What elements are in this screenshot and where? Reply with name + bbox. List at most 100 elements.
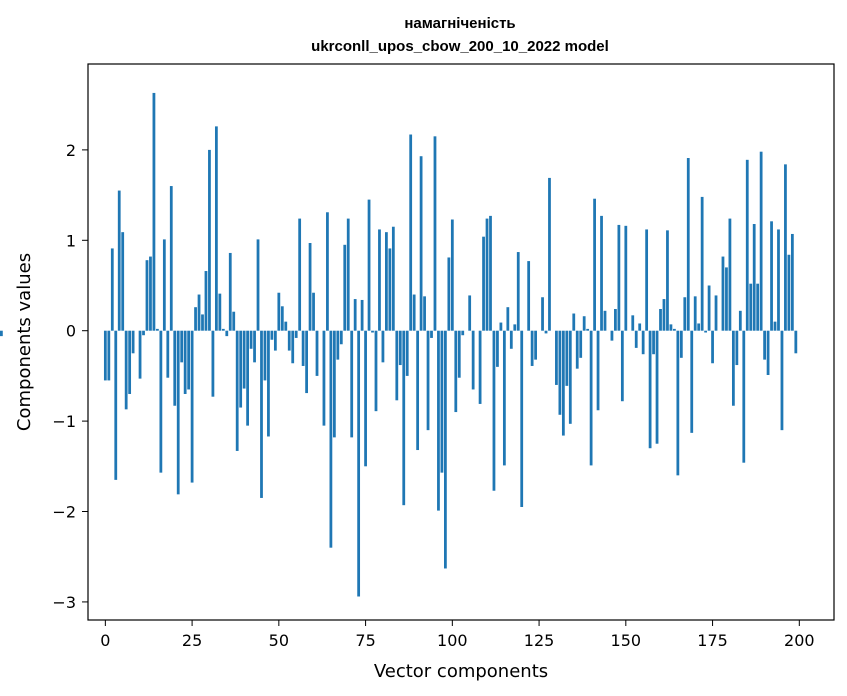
bar [652, 330, 655, 355]
bar [666, 230, 669, 331]
bar [149, 256, 152, 331]
bar [530, 330, 534, 366]
bar [187, 330, 191, 390]
bar [332, 330, 336, 438]
bar [156, 328, 159, 331]
bar [728, 218, 732, 331]
bar [447, 257, 451, 331]
bar [520, 330, 524, 507]
bar [589, 330, 593, 466]
bar [704, 330, 708, 333]
bar [201, 314, 204, 331]
y-tick-label: 0 [66, 322, 76, 341]
bar [360, 299, 364, 331]
bar [700, 196, 704, 331]
bar [256, 239, 260, 331]
bar [329, 330, 333, 548]
bar [756, 283, 760, 331]
bar [204, 271, 208, 331]
bar [267, 330, 270, 437]
x-tick-label: 50 [269, 631, 289, 650]
bar [499, 322, 503, 331]
bar [270, 330, 274, 340]
bar [544, 330, 548, 334]
bar [176, 330, 180, 495]
bar [555, 330, 558, 385]
bar [759, 151, 763, 331]
bar [180, 330, 184, 363]
bar [711, 330, 714, 364]
bar [214, 126, 218, 331]
x-tick-label: 125 [524, 631, 555, 650]
bar [110, 248, 114, 331]
bar [496, 330, 499, 367]
y-tick-label: −2 [52, 503, 76, 522]
bar [433, 136, 437, 331]
bar [183, 330, 187, 394]
y-axis-ticks: −3 −2 −1 0 1 2 [52, 141, 88, 612]
chart-title: намагніченість [404, 15, 515, 32]
bar [624, 225, 628, 331]
bar [641, 330, 645, 355]
bar [152, 92, 156, 331]
bar [516, 252, 520, 331]
bar [294, 330, 298, 338]
bar [395, 330, 399, 401]
bar [766, 330, 770, 375]
bar [593, 198, 596, 331]
bar [402, 330, 406, 506]
bar [211, 330, 215, 397]
bar [471, 330, 475, 390]
x-tick-label: 100 [437, 631, 468, 650]
bar [242, 330, 246, 389]
bar [426, 330, 430, 431]
bar [162, 239, 166, 331]
bar [690, 330, 694, 433]
bar [280, 306, 284, 331]
bar [339, 330, 343, 345]
bar [114, 330, 118, 480]
bar [763, 330, 766, 360]
bar [249, 330, 253, 349]
chart-subtitle: ukrconll_upos_cbow_200_10_2022 model [311, 38, 609, 55]
bar [194, 307, 197, 331]
bar [260, 330, 263, 498]
bar [232, 311, 236, 331]
bar [683, 297, 687, 331]
y-axis-label: Components values [14, 253, 35, 431]
bar [346, 218, 350, 331]
bar [725, 267, 728, 331]
bar [770, 221, 773, 331]
bar [430, 330, 433, 338]
bar [582, 316, 586, 331]
y-tick-label: 2 [66, 141, 76, 160]
bar [440, 330, 444, 473]
bar [548, 177, 551, 331]
bar [326, 212, 329, 331]
bar [575, 330, 579, 369]
bar [138, 330, 142, 379]
bar [197, 294, 201, 331]
bar [745, 159, 749, 331]
y-tick-label: −3 [52, 593, 76, 612]
bar [638, 323, 642, 331]
bars-group [0, 92, 798, 597]
bar [367, 199, 371, 331]
bar [676, 330, 680, 476]
bar [648, 330, 652, 449]
bar [208, 149, 211, 331]
bar [169, 186, 173, 331]
bar [336, 330, 340, 360]
bar [679, 330, 683, 358]
bar [468, 295, 472, 331]
bar [527, 261, 531, 331]
bar [287, 330, 291, 351]
bar [631, 315, 635, 331]
bar [253, 330, 256, 363]
plot-frame [87, 63, 835, 621]
bar [784, 164, 787, 331]
bar [738, 310, 742, 331]
x-tick-label: 25 [182, 631, 202, 650]
bar [506, 307, 510, 331]
bar [572, 313, 576, 331]
